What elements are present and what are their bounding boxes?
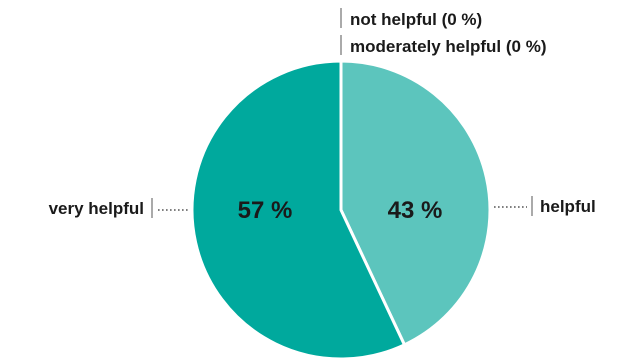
category-label-not-helpful: not helpful (0 %) xyxy=(350,10,482,29)
category-label-very-helpful: very helpful xyxy=(49,199,144,218)
data-label-helpful: 43 % xyxy=(388,197,443,224)
pie-slice-helpful xyxy=(339,59,492,347)
category-label-moderately-helpful: moderately helpful (0 %) xyxy=(350,37,546,56)
pie-slice-very-helpful xyxy=(190,59,406,361)
category-label-helpful: helpful xyxy=(540,197,596,216)
data-label-very-helpful: 57 % xyxy=(238,197,293,224)
